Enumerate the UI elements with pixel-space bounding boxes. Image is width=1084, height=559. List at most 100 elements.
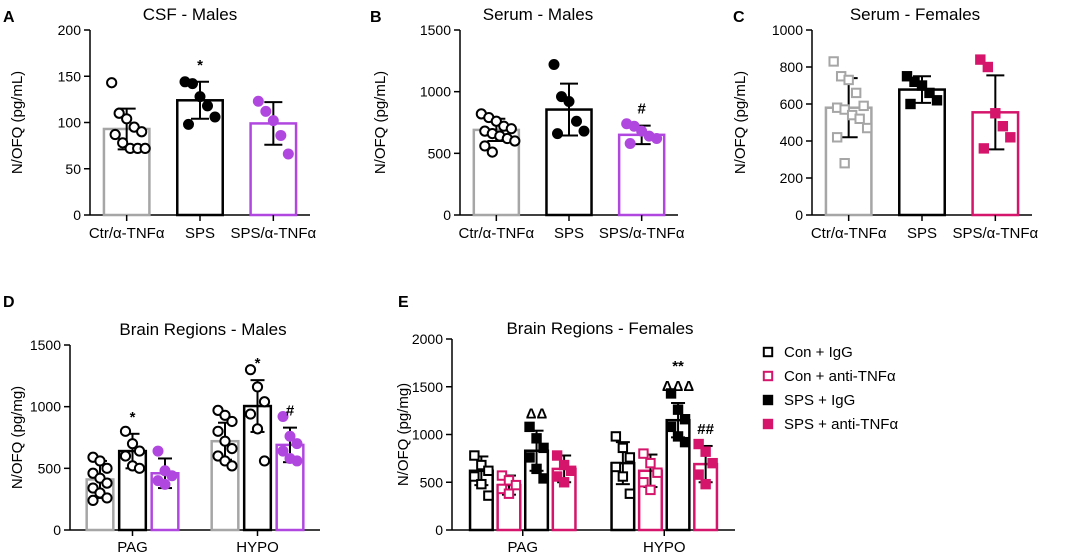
x-tick-label: SPS [907, 225, 937, 242]
x-tick-label: PAG [117, 539, 148, 556]
data-point [850, 87, 862, 99]
data-point [638, 477, 649, 488]
data-point [101, 492, 113, 504]
data-point [531, 433, 542, 444]
data-point [139, 142, 151, 154]
data-point [617, 471, 629, 482]
data-point [260, 105, 272, 117]
data-point [672, 431, 684, 442]
data-point [166, 470, 178, 482]
legend-label: SPS + anti-TNFα [784, 416, 898, 433]
data-point [651, 133, 663, 145]
data-point [284, 430, 296, 442]
x-tick-label: HYPO [236, 539, 279, 556]
x-tick-label: SPS/α-TNFα [952, 225, 1038, 242]
panel-letter: B [370, 9, 382, 26]
data-point [277, 445, 289, 457]
data-point [109, 128, 121, 141]
data-point [624, 452, 636, 463]
data-point [159, 478, 171, 490]
data-point [117, 137, 129, 149]
data-point [693, 469, 704, 480]
data-point [483, 490, 494, 501]
significance-mark: ## [697, 421, 714, 438]
data-point [275, 129, 287, 141]
data-point [552, 128, 563, 140]
data-point [905, 98, 916, 110]
data-point [202, 100, 213, 112]
data-point [291, 455, 303, 467]
y-tick-label: 500 [428, 145, 452, 161]
legend-marker [762, 418, 774, 430]
y-tick-label: 200 [780, 170, 804, 186]
x-tick-label: SPS [185, 225, 215, 242]
data-point [187, 78, 198, 90]
legend-marker [762, 370, 774, 382]
legend-marker [762, 346, 774, 358]
panel-B: B Serum - Males N/OFQ (pg/mL) 0 500 1000 1500 C… [370, 5, 685, 242]
x-tick-label: Ctr/α-TNFα [89, 225, 165, 242]
data-point [244, 364, 257, 376]
x-tick-label: HYPO [643, 539, 686, 556]
data-point [101, 462, 113, 474]
data-point [931, 95, 943, 106]
data-point [483, 465, 494, 476]
data-point [571, 115, 582, 127]
data-point [563, 96, 575, 108]
data-point [665, 421, 677, 433]
data-point [700, 446, 711, 457]
data-point [578, 125, 590, 137]
data-point [624, 488, 636, 499]
data-point [258, 396, 271, 408]
y-axis-label: N/OFQ (pg/mL) [732, 71, 749, 174]
y-tick-label: 500 [420, 474, 444, 490]
significance-mark: # [286, 403, 295, 420]
y-axis-label: N/OFQ (pg/mg) [395, 383, 412, 486]
data-point [538, 473, 549, 484]
data-point [558, 477, 570, 488]
data-point [909, 76, 920, 87]
data-point [119, 450, 132, 462]
y-tick-label: 800 [780, 59, 804, 75]
data-point [486, 146, 498, 158]
data-point [975, 54, 986, 65]
y-tick-label: 0 [73, 207, 81, 223]
data-point [106, 77, 118, 89]
data-point [469, 471, 480, 482]
y-tick-label: 1500 [30, 337, 61, 353]
legend-marker [762, 394, 774, 406]
data-point [524, 452, 535, 463]
data-point [558, 459, 570, 471]
significance-mark: # [637, 101, 646, 118]
data-point [244, 408, 257, 420]
panel-letter: E [398, 294, 409, 311]
y-tick-label: 200 [58, 22, 82, 38]
data-point [610, 431, 622, 442]
data-point [843, 74, 854, 86]
data-point [839, 158, 850, 169]
data-point [524, 421, 535, 433]
data-point [636, 125, 648, 137]
data-point [226, 443, 238, 455]
data-point [839, 104, 850, 115]
data-point [509, 135, 521, 147]
x-tick-label: SPS/α-TNFα [230, 225, 316, 242]
data-point [277, 411, 289, 423]
y-tick-label: 400 [780, 133, 804, 149]
data-point [282, 148, 294, 160]
chart-title: CSF - Males [143, 5, 237, 24]
data-point [551, 471, 563, 482]
panel-C: C Serum - Females N/OFQ (pg/mL) 0 200 400 600 8… [732, 5, 1038, 242]
y-tick-label: 150 [58, 68, 82, 84]
data-point [831, 132, 843, 143]
significance-mark: ** [672, 358, 684, 375]
data-point [828, 56, 839, 67]
data-point [510, 479, 522, 491]
data-point [556, 91, 567, 103]
data-point [505, 123, 517, 135]
data-point [194, 91, 206, 103]
data-point [645, 484, 656, 496]
data-point [479, 140, 491, 152]
y-tick-label: 1000 [420, 84, 451, 100]
